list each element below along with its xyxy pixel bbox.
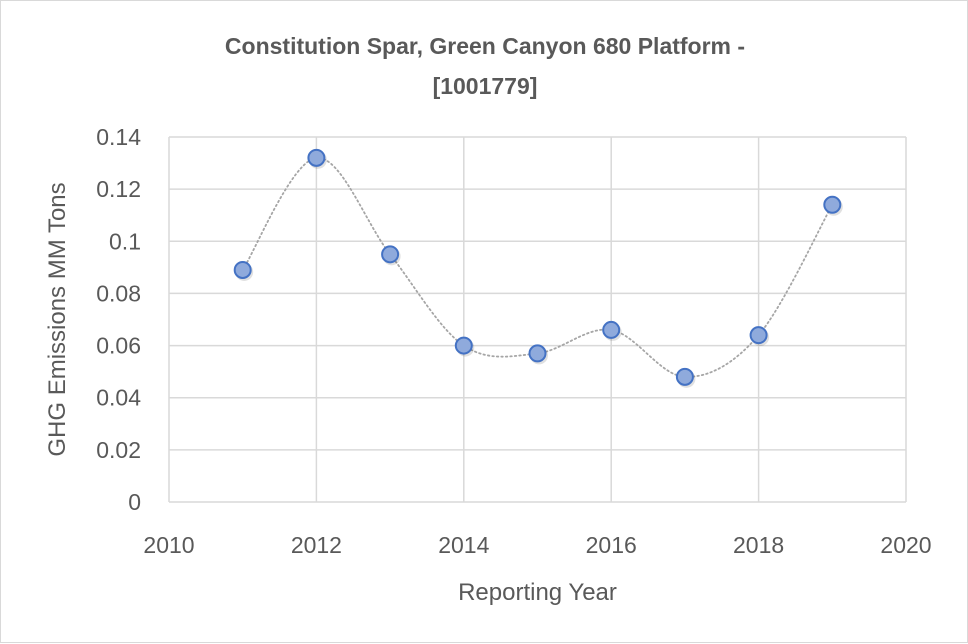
series-line: [241, 156, 834, 378]
x-tick-label: 2012: [291, 532, 342, 558]
chart-title-line-2: [1001779]: [433, 73, 538, 99]
x-tick-label: 2018: [733, 532, 784, 558]
data-point-2018: [749, 326, 768, 345]
y-tick-label: 0.14: [96, 124, 141, 150]
y-tick-label: 0.12: [96, 176, 141, 202]
y-tick-label: 0: [128, 489, 141, 515]
data-point-2013: [381, 245, 400, 264]
y-tick-label: 0.06: [96, 333, 141, 359]
grid: [168, 136, 907, 503]
data-point-2017: [675, 367, 694, 386]
y-tick-label: 0.02: [96, 437, 141, 463]
data-point-2015: [528, 344, 547, 363]
data-point-2016: [602, 320, 621, 339]
data-markers: [233, 148, 843, 388]
y-tick-label: 0.08: [96, 280, 141, 306]
x-tick-label: 2010: [143, 532, 194, 558]
x-tick-label: 2016: [586, 532, 637, 558]
y-tick-label: 0.1: [109, 228, 141, 254]
y-axis-label: GHG Emissions MM Tons: [44, 182, 71, 456]
y-tick-label: 0.04: [96, 385, 141, 411]
x-tick-label: 2020: [880, 532, 931, 558]
x-axis-label: Reporting Year: [458, 579, 617, 606]
data-point-2019: [823, 195, 842, 214]
x-axis-ticks: 2010 2012 2014 2016 2018 2020: [143, 532, 931, 558]
x-tick-label: 2014: [438, 532, 489, 558]
data-point-2014: [454, 336, 473, 355]
data-point-2012: [307, 148, 326, 167]
chart-title-line-1: Constitution Spar, Green Canyon 680 Plat…: [225, 33, 745, 59]
chart-title: Constitution Spar, Green Canyon 680 Plat…: [225, 33, 745, 99]
y-axis-ticks: 0 0.02 0.04 0.06 0.08 0.1 0.12 0.14: [96, 124, 141, 515]
data-point-2011: [233, 260, 252, 279]
